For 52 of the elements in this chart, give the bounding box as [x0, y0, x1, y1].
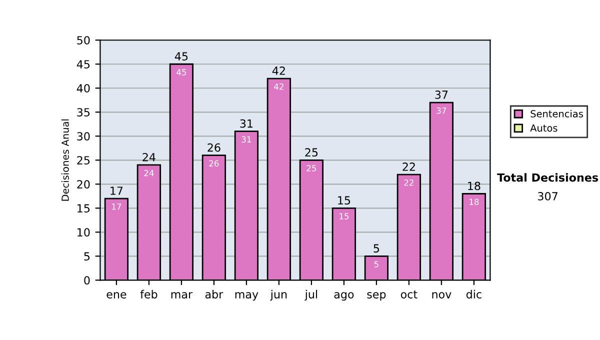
text: Total Decisiones: [497, 173, 598, 182]
data-label: 45: [176, 69, 186, 76]
y-tick-label: 15: [78, 204, 90, 213]
data-label: 31: [242, 136, 251, 143]
total-label: 17: [110, 186, 123, 195]
data-label: 15: [340, 213, 349, 220]
x-tick-label: nov: [432, 292, 452, 298]
data-label: 18: [470, 198, 479, 205]
y-tick-label: 20: [77, 180, 90, 189]
data-label: 26: [209, 160, 219, 167]
total-label: 25: [305, 148, 318, 157]
data-label: 22: [404, 179, 414, 186]
data-label: 5: [374, 261, 378, 268]
x-tick-label: jul: [304, 290, 318, 301]
x-tick-label: may: [235, 292, 258, 301]
total-label: 45: [174, 52, 188, 61]
x-tick-label: jun: [270, 290, 287, 301]
x-tick-label: feb: [140, 290, 158, 298]
x-tick-label: ago: [334, 292, 354, 301]
y-tick-label: 0: [84, 276, 90, 285]
data-label: 37: [436, 107, 446, 114]
legend-label: Autos: [530, 124, 558, 132]
total-label: 31: [240, 119, 252, 128]
x-tick-label: dic: [466, 290, 482, 298]
y-tick-label: 25: [77, 156, 90, 165]
x-tick-label: ene: [106, 292, 126, 298]
total-label: 18: [468, 182, 480, 190]
total-label: 37: [435, 90, 448, 99]
x-tick-label: abr: [205, 290, 224, 298]
x-tick-label: mar: [171, 292, 193, 298]
y-tick-label: 40: [76, 84, 90, 93]
y-tick-label: 50: [77, 36, 90, 44]
total-label: 5: [374, 244, 380, 253]
x-tick-label: oct: [400, 290, 418, 298]
total-label: 24: [142, 152, 156, 162]
data-label: 42: [274, 83, 284, 90]
data-label: 17: [112, 204, 122, 210]
total-label: 15: [338, 196, 350, 205]
total-label: 22: [402, 162, 415, 171]
total-label: 42: [272, 66, 285, 75]
y-tick-label: 10: [78, 228, 90, 237]
data-label: 25: [306, 165, 316, 172]
y-tick-label: 5: [84, 252, 90, 261]
text: 307: [538, 192, 558, 200]
y-tick-label: 35: [77, 108, 90, 117]
x-tick-label: sep: [367, 292, 386, 301]
total-label: 26: [208, 143, 220, 152]
y-axis-title: Decisiones Anual: [61, 119, 69, 201]
data-label: 24: [144, 170, 154, 176]
y-tick-label: 45: [76, 60, 90, 69]
legend-label: Sentencias: [530, 110, 583, 118]
y-tick-label: 30: [77, 132, 90, 141]
